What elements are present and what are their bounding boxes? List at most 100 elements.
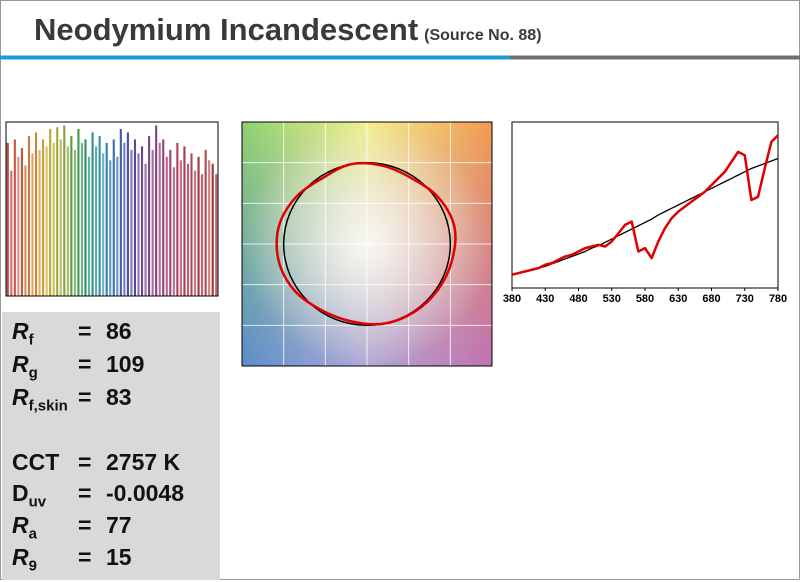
bar bbox=[162, 139, 165, 296]
plot-frame bbox=[241, 121, 493, 367]
bar bbox=[155, 125, 158, 296]
metric-subscript: g bbox=[28, 364, 38, 382]
metric-operator: = bbox=[78, 318, 92, 344]
x-tick-label: 480 bbox=[569, 293, 587, 305]
subtitle: (Source No. 88) bbox=[424, 27, 542, 44]
bar bbox=[80, 142, 84, 296]
bar bbox=[183, 146, 186, 296]
bar bbox=[87, 156, 91, 296]
metric-value: 77 bbox=[106, 512, 132, 538]
bar bbox=[112, 139, 115, 296]
bar bbox=[190, 153, 193, 296]
metric-subscript: f,skin bbox=[28, 397, 68, 415]
bar bbox=[13, 139, 16, 296]
bar bbox=[70, 135, 73, 296]
metric-symbol: R bbox=[12, 351, 29, 377]
bar bbox=[169, 149, 172, 296]
metric-label: R9 bbox=[12, 542, 37, 582]
metric-value: 86 bbox=[106, 318, 132, 344]
metric-subscript: a bbox=[28, 525, 37, 543]
bar bbox=[133, 139, 137, 296]
metric-operator: = bbox=[78, 449, 92, 475]
bar bbox=[119, 128, 122, 296]
bar bbox=[116, 156, 119, 296]
x-tick-label: 530 bbox=[603, 293, 621, 305]
bar bbox=[102, 153, 105, 296]
bar bbox=[10, 170, 13, 296]
bar bbox=[38, 149, 41, 296]
bar bbox=[215, 174, 218, 296]
bar bbox=[204, 149, 207, 296]
metric-label: Ra bbox=[12, 510, 37, 550]
bar bbox=[49, 128, 52, 296]
bar bbox=[98, 135, 101, 296]
metric-label: Rf bbox=[12, 316, 34, 356]
bar bbox=[45, 146, 48, 296]
title-text: Neodymium Incandescent bbox=[34, 12, 419, 47]
bar bbox=[73, 149, 76, 296]
bar bbox=[137, 153, 140, 296]
plot-background bbox=[6, 122, 218, 296]
metric-symbol: CCT bbox=[12, 449, 60, 475]
bar bbox=[193, 170, 197, 296]
x-tick-label: 580 bbox=[636, 293, 654, 305]
metric-operator: = bbox=[78, 384, 92, 410]
bar bbox=[211, 163, 214, 296]
x-tick-label: 430 bbox=[536, 293, 554, 305]
bar bbox=[158, 142, 161, 296]
bar bbox=[165, 156, 168, 296]
bar bbox=[24, 165, 27, 296]
x-tick-label: 630 bbox=[669, 293, 687, 305]
bar bbox=[148, 135, 151, 296]
bar bbox=[123, 142, 126, 296]
metric-operator: = bbox=[78, 480, 92, 506]
bar bbox=[109, 160, 112, 296]
bar bbox=[31, 153, 34, 296]
bar bbox=[172, 167, 175, 296]
bar bbox=[77, 128, 80, 296]
metric-label: CCT bbox=[12, 447, 59, 477]
metric-label: Rg bbox=[12, 349, 38, 389]
x-tick-label: 380 bbox=[503, 293, 521, 305]
metric-operator: = bbox=[78, 544, 92, 570]
bar bbox=[126, 132, 129, 296]
metric-symbol: R bbox=[12, 544, 29, 570]
bar bbox=[6, 142, 9, 296]
bar bbox=[52, 142, 55, 296]
metric-value: 15 bbox=[106, 544, 132, 570]
metric-value: 83 bbox=[106, 384, 132, 410]
metric-symbol: D bbox=[12, 480, 29, 506]
bar bbox=[197, 156, 200, 296]
metric-value: 2757 K bbox=[106, 449, 181, 475]
bar bbox=[56, 127, 59, 296]
bar bbox=[186, 163, 190, 296]
bar bbox=[151, 149, 154, 296]
bar bbox=[59, 139, 62, 296]
bar bbox=[208, 160, 211, 296]
bar bbox=[27, 135, 31, 296]
bar bbox=[91, 132, 94, 296]
metric-label: Rf,skin bbox=[12, 382, 68, 422]
metric-value: -0.0048 bbox=[106, 480, 185, 506]
bar bbox=[66, 146, 69, 296]
bar bbox=[63, 125, 66, 296]
x-tick-label: 730 bbox=[736, 293, 754, 305]
metric-subscript: f bbox=[28, 331, 34, 349]
bar bbox=[42, 139, 45, 296]
bar bbox=[95, 146, 98, 296]
bar bbox=[144, 163, 147, 296]
metric-symbol: R bbox=[12, 384, 29, 410]
title: Neodymium Incandescent (Source No. 88) bbox=[34, 12, 542, 48]
metric-symbol: R bbox=[12, 512, 29, 538]
metric-operator: = bbox=[78, 512, 92, 538]
bar bbox=[201, 174, 204, 296]
x-tick-label: 780 bbox=[769, 293, 787, 305]
metric-subscript: uv bbox=[28, 493, 47, 511]
metrics-panel: Rf = 86 Rg = 109 Rf,skin = 83 CCT = 2757 K Duv = -0.00… bbox=[2, 312, 220, 580]
bar bbox=[84, 139, 87, 296]
bar bbox=[17, 156, 20, 296]
metric-value: 109 bbox=[106, 351, 145, 377]
line-series bbox=[511, 134, 779, 276]
